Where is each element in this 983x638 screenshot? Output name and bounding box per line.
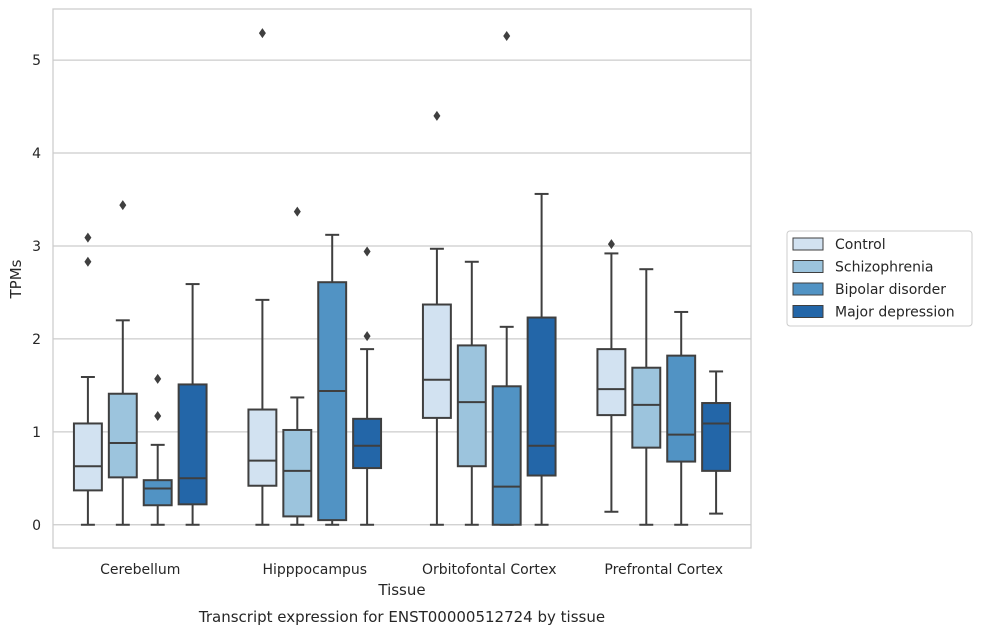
outlier-marker (293, 206, 301, 217)
box (421, 303, 452, 419)
outlier-marker (433, 110, 441, 121)
y-tick-label: 4 (32, 146, 41, 162)
box (491, 385, 522, 526)
outlier-marker (84, 256, 92, 267)
y-tick-label: 2 (32, 332, 41, 348)
boxes (72, 28, 732, 526)
box (596, 348, 627, 417)
legend-label: Control (835, 237, 886, 253)
box-group (421, 110, 452, 526)
y-tick-labels: 0 1 2 3 4 5 (32, 53, 41, 534)
box-group (526, 192, 557, 526)
box-group (247, 28, 278, 526)
y-tick-label: 5 (32, 53, 41, 69)
outlier-marker (503, 30, 511, 41)
box (352, 417, 383, 470)
legend-swatch (792, 305, 824, 318)
box (631, 366, 662, 449)
legend-swatch (792, 282, 824, 296)
outlier-marker (363, 331, 371, 342)
box-group (631, 268, 662, 526)
y-tick-label: 1 (32, 425, 41, 441)
box (666, 354, 697, 463)
box-group (352, 246, 383, 526)
box (282, 428, 313, 518)
box-group (317, 233, 348, 526)
legend-label: Bipolar disorder (835, 282, 946, 298)
legend: Control Schizophrenia Bipolar disorder Majo… (786, 230, 973, 327)
outlier-marker (84, 232, 92, 243)
box-group (142, 373, 173, 526)
gridlines (53, 59, 751, 526)
box (317, 281, 348, 522)
box-group (701, 370, 732, 515)
x-axis-label: Tissue (377, 581, 425, 599)
box (177, 383, 208, 506)
box (526, 316, 557, 477)
chart-caption: Transcript expression for ENST0000051272… (198, 608, 605, 626)
outlier-marker (154, 373, 162, 384)
x-tick-label: Hipppocampus (262, 562, 367, 578)
box-group (491, 30, 522, 526)
x-tick-labels: Cerebellum Hipppocampus Orbitofontal Corte… (100, 562, 723, 578)
box (247, 408, 278, 487)
box (107, 392, 138, 479)
box-group (456, 260, 487, 526)
outlier-marker (363, 246, 371, 257)
box (701, 402, 732, 472)
outlier-marker (154, 411, 162, 422)
x-tick-label: Prefrontal Cortex (604, 562, 723, 578)
box-group (107, 200, 138, 526)
x-tick-label: Cerebellum (100, 562, 180, 578)
y-tick-label: 0 (32, 518, 41, 534)
box (142, 479, 173, 507)
legend-frame (786, 230, 973, 327)
plot-frame (52, 8, 752, 549)
box-group (666, 310, 697, 526)
box (72, 422, 103, 492)
box-group (282, 206, 313, 526)
outlier-marker (607, 239, 615, 250)
legend-swatch (792, 260, 824, 273)
box-group (177, 283, 208, 526)
box (456, 344, 487, 468)
y-axis-label: TPMs (7, 259, 25, 299)
x-tick-label: Orbitofontal Cortex (422, 562, 557, 578)
box-group (72, 232, 103, 526)
box-group (596, 239, 627, 513)
outlier-marker (119, 200, 127, 211)
legend-swatch (792, 237, 824, 251)
outlier-marker (258, 28, 266, 39)
legend-label: Schizophrenia (835, 260, 933, 276)
legend-label: Major depression (835, 305, 955, 321)
y-tick-label: 3 (32, 239, 41, 255)
